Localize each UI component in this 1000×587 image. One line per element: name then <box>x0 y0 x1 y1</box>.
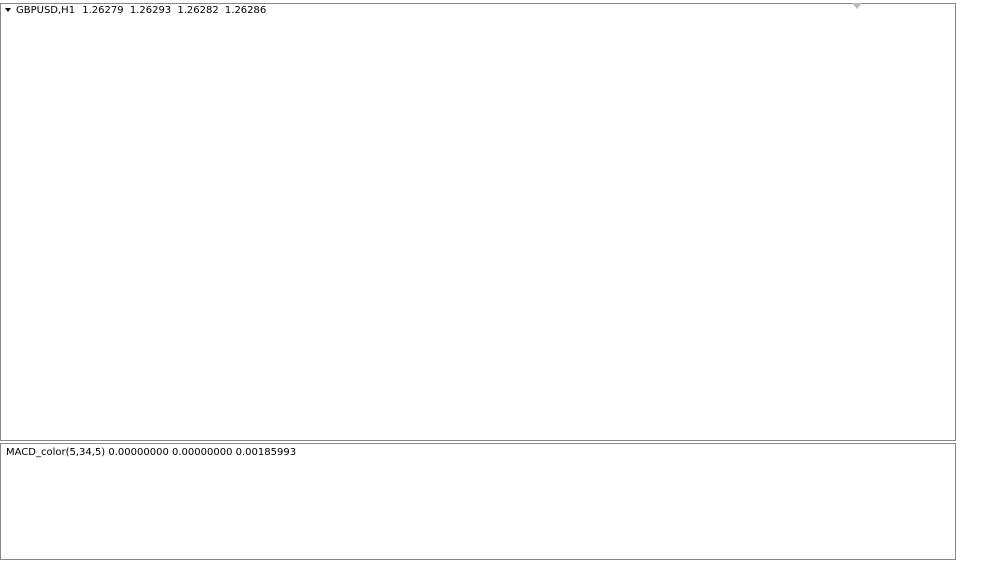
symbol: GBPUSD,H1 <box>16 5 75 16</box>
menu-arrow[interactable] <box>5 8 11 12</box>
price-pane <box>0 3 956 441</box>
header-close: 1.26286 <box>225 5 266 16</box>
header-open: 1.26279 <box>82 5 123 16</box>
chart-header: GBPUSD,H1 1.26279 1.26293 1.26282 1.2628… <box>16 5 266 16</box>
macd-title: MACD_color(5,34,5) 0.00000000 0.00000000… <box>6 447 296 458</box>
header-low: 1.26282 <box>177 5 218 16</box>
macd-pane <box>0 443 956 560</box>
header-high: 1.26293 <box>130 5 171 16</box>
scroll-marker[interactable] <box>852 3 862 9</box>
